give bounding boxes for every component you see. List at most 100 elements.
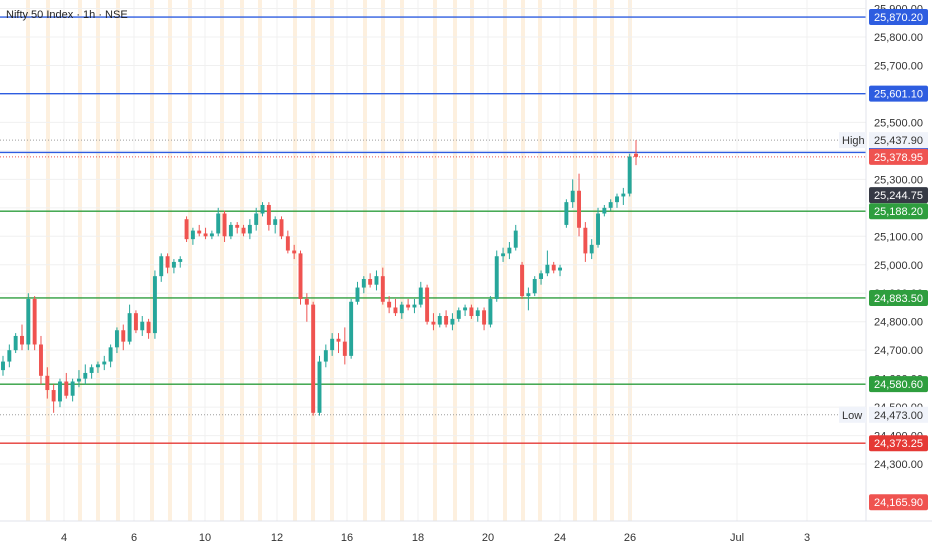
candle-48	[304, 293, 309, 322]
session-band-14	[363, 0, 367, 521]
high-value-bg	[869, 132, 928, 149]
candle-body-60	[380, 276, 385, 302]
candle-47	[298, 250, 303, 305]
candle-body-25	[159, 256, 164, 277]
candle-60	[380, 267, 385, 305]
level-badge-5[interactable]: 24,580.60	[869, 376, 928, 393]
candle-body-2	[13, 335, 18, 351]
candle-13	[83, 364, 88, 385]
candle-body-3	[20, 335, 24, 345]
level-badge-1[interactable]: 25,601.10	[869, 85, 928, 102]
session-band-12	[311, 0, 315, 521]
candle-body-94	[596, 213, 600, 245]
session-band-6	[168, 0, 172, 521]
candle-body-14	[89, 367, 94, 373]
candle-28	[178, 256, 183, 268]
price-badge-2[interactable]: 24,165.90	[869, 494, 928, 511]
price-badge-0[interactable]: 25,378.95	[869, 148, 928, 165]
candle-35	[222, 210, 227, 242]
level-badge-4[interactable]: 24,883.50	[869, 289, 928, 306]
low-value-text: 24,473.00	[874, 410, 923, 422]
candle-76	[482, 307, 487, 331]
level-badge-0[interactable]: 25,870.20	[869, 9, 928, 26]
session-band-9	[240, 0, 244, 521]
candle-body-62	[393, 307, 398, 314]
candle-41	[260, 202, 265, 217]
horizontal-levels	[0, 16, 866, 444]
candle-body-79	[501, 253, 506, 257]
candle-87	[551, 261, 556, 274]
session-band-18	[453, 0, 457, 521]
candle-body-33	[209, 233, 214, 237]
level-badge-6[interactable]: 24,373.25	[869, 435, 928, 452]
candle-body-49	[311, 304, 316, 413]
candle-58	[368, 273, 373, 288]
candle-body-96	[608, 202, 613, 208]
level-badge-0-bg	[869, 9, 928, 26]
candle-50	[317, 355, 322, 416]
candle-54	[342, 327, 347, 365]
candle-85	[539, 270, 544, 285]
candle-body-98	[621, 193, 626, 197]
candle-body-44	[279, 219, 284, 237]
candle-body-55	[349, 301, 354, 356]
candle-body-76	[482, 310, 487, 325]
candle-65	[412, 298, 417, 314]
level-badge-4-text: 24,883.50	[874, 293, 923, 305]
session-band-24	[593, 0, 597, 521]
candle-95	[602, 204, 607, 217]
candle-body-86	[545, 264, 550, 274]
candle-16	[102, 355, 107, 371]
high-tag-bg	[839, 132, 866, 149]
candle-30	[190, 227, 195, 245]
price-badge-1[interactable]: 25,244.75	[869, 187, 928, 204]
candle-86	[545, 250, 550, 277]
candle-body-78	[494, 256, 499, 299]
level-badge-6-text: 24,373.25	[874, 438, 923, 450]
candle-26	[165, 253, 170, 274]
candle-66	[418, 281, 423, 308]
candle-body-34	[216, 213, 221, 234]
candle-2	[13, 333, 18, 354]
session-band-4	[116, 0, 120, 521]
high-marker: High 25,437.90	[839, 132, 928, 149]
candle-body-28	[178, 259, 183, 262]
level-badge-5-text: 24,580.60	[874, 379, 923, 391]
candle-88	[558, 264, 563, 277]
candle-body-0	[1, 361, 5, 371]
price-axis[interactable]: 24,300.0024,400.0024,500.0024,600.0024,7…	[839, 0, 932, 550]
session-band-19	[470, 0, 474, 521]
session-band-7	[188, 0, 192, 521]
candle-75	[475, 307, 480, 322]
candle-72	[456, 307, 461, 322]
candle-body-87	[551, 264, 556, 271]
session-band-23	[573, 0, 577, 521]
candle-body-84	[532, 279, 537, 294]
candle-91	[577, 173, 581, 237]
candle-68	[431, 313, 436, 331]
candle-body-70	[444, 316, 449, 325]
y-tick-label-7: 25,000.00	[874, 260, 923, 272]
candle-body-1	[7, 350, 12, 362]
candle-body-56	[355, 287, 360, 302]
level-badge-3[interactable]: 25,188.20	[869, 203, 928, 220]
candle-93	[589, 239, 594, 260]
candle-body-15	[95, 364, 100, 368]
session-band-17	[433, 0, 437, 521]
candle-15	[95, 361, 100, 373]
candle-10	[64, 372, 69, 399]
candle-body-29	[184, 219, 189, 240]
price-badge-0-text: 25,378.95	[874, 152, 923, 164]
x-tick-label-1: 6	[131, 532, 137, 544]
candle-body-30	[190, 230, 195, 240]
low-value-bg	[869, 406, 928, 423]
candle-17	[108, 344, 113, 368]
candle-32	[203, 227, 208, 240]
candle-74	[469, 304, 474, 319]
candle-body-20	[127, 313, 132, 342]
level-badge-5-bg	[869, 376, 928, 393]
candle-body-7	[45, 375, 50, 391]
time-axis[interactable]: 4 6 10 12 16 18 20 24 26 Jul 3	[0, 520, 932, 544]
candle-6	[39, 335, 43, 385]
